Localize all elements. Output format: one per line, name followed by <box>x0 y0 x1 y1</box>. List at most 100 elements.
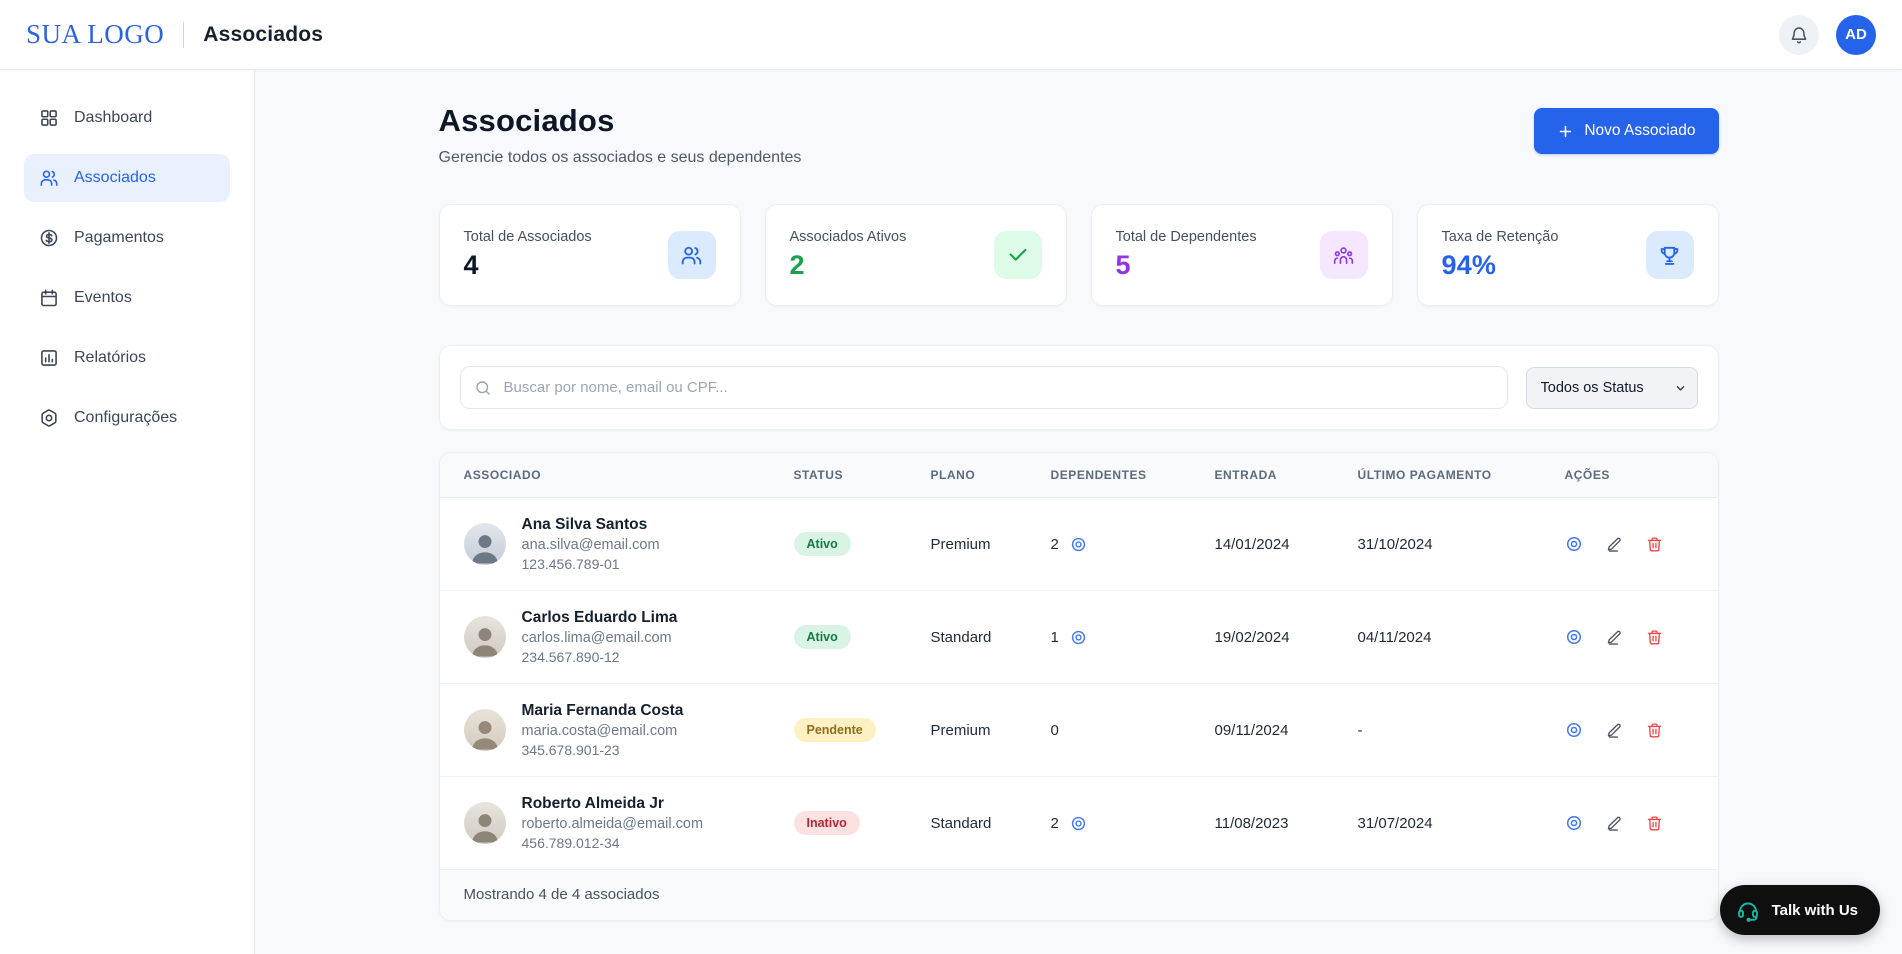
sidebar-item-relatorios[interactable]: Relatórios <box>24 334 230 382</box>
user-avatar[interactable]: AD <box>1836 14 1876 55</box>
sidebar-item-dashboard[interactable]: Dashboard <box>24 94 230 142</box>
view-button[interactable] <box>1565 721 1583 739</box>
column-header-dependentes: DEPENDENTES <box>1050 468 1147 482</box>
header-divider <box>183 21 185 48</box>
stats-cards: Total de Associados 4 Associados Ativos … <box>438 204 1719 306</box>
page-title: Associados <box>438 103 615 138</box>
table-row: Carlos Eduardo Lima carlos.lima@email.co… <box>439 591 1718 684</box>
delete-button[interactable] <box>1646 815 1663 832</box>
member-name: Carlos Eduardo Lima <box>521 609 678 626</box>
stat-label: Associados Ativos <box>789 229 907 245</box>
edit-button[interactable] <box>1606 629 1623 646</box>
sidebar-item-pagamentos[interactable]: Pagamentos <box>24 214 230 262</box>
associados-table: ASSOCIADO STATUS PLANO DEPENDENTES ENTRA… <box>438 452 1719 921</box>
sidebar-item-label: Dashboard <box>74 109 153 126</box>
table-body: Ana Silva Santos ana.silva@email.com 123… <box>439 498 1718 870</box>
talk-with-us-button[interactable]: Talk with Us <box>1719 885 1880 935</box>
sidebar-item-associados[interactable]: Associados <box>24 154 230 202</box>
stat-label: Total de Associados <box>463 229 592 245</box>
status-cell: Ativo <box>793 532 931 556</box>
edit-button[interactable] <box>1606 722 1623 739</box>
view-icon <box>1565 721 1583 739</box>
view-button[interactable] <box>1565 814 1583 832</box>
edit-button[interactable] <box>1606 815 1623 832</box>
sidebar-item-eventos[interactable]: Eventos <box>24 274 230 322</box>
stat-value: 4 <box>463 250 479 280</box>
view-button[interactable] <box>1565 628 1583 646</box>
filter-bar: Todos os Status <box>438 345 1719 430</box>
view-dependents-icon[interactable] <box>1070 815 1087 832</box>
notifications-button[interactable] <box>1779 14 1819 55</box>
table-footer: Mostrando 4 de 4 associados <box>439 870 1718 920</box>
stat-icon-box <box>1319 231 1368 279</box>
entry-date-cell: 11/08/2023 <box>1214 814 1289 832</box>
entry-date-cell: 09/11/2024 <box>1214 721 1289 739</box>
calendar-icon <box>39 288 59 308</box>
talk-with-us-label: Talk with Us <box>1771 901 1858 919</box>
app-header: SUA LOGO Associados AD <box>0 0 1902 70</box>
bar-chart-icon <box>39 348 59 368</box>
trash-icon <box>1646 629 1663 646</box>
trash-icon <box>1646 815 1663 832</box>
person-silhouette-icon <box>467 715 503 751</box>
member-cpf: 456.789.012-34 <box>521 835 620 851</box>
member-avatar-photo <box>463 709 506 751</box>
plan-cell: Standard <box>930 814 992 832</box>
view-icon <box>1565 814 1583 832</box>
view-icon <box>1565 535 1583 553</box>
avatar-initials: AD <box>1845 26 1867 43</box>
edit-button[interactable] <box>1606 536 1623 553</box>
view-button[interactable] <box>1565 535 1583 553</box>
view-dependents-icon[interactable] <box>1070 629 1087 646</box>
last-payment-cell: 31/07/2024 <box>1357 814 1433 832</box>
dollar-circle-icon <box>39 228 59 248</box>
status-badge: Ativo <box>793 532 851 556</box>
dependents-cell: 0 <box>1051 722 1215 739</box>
actions-cell <box>1565 814 1694 832</box>
status-filter-select[interactable]: Todos os Status <box>1525 366 1698 409</box>
search-icon <box>474 379 492 397</box>
status-badge: Pendente <box>793 718 876 742</box>
sidebar-item-label: Eventos <box>74 289 132 306</box>
delete-button[interactable] <box>1646 722 1663 739</box>
actions-cell <box>1565 628 1694 646</box>
trash-icon <box>1646 722 1663 739</box>
status-filter-wrap: Todos os Status <box>1525 366 1698 409</box>
member-email: maria.costa@email.com <box>521 723 678 739</box>
column-header-status: STATUS <box>793 468 844 482</box>
member-cell: Roberto Almeida Jr roberto.almeida@email… <box>463 795 794 851</box>
last-payment-cell: 31/10/2024 <box>1357 535 1433 553</box>
delete-button[interactable] <box>1646 536 1663 553</box>
sidebar: Dashboard Associados Pagamentos Eventos … <box>0 70 255 954</box>
trophy-icon <box>1658 244 1681 267</box>
column-header-acoes: AÇÕES <box>1564 468 1610 482</box>
headset-icon <box>1736 898 1760 922</box>
member-email: carlos.lima@email.com <box>521 630 672 646</box>
sidebar-item-configuracoes[interactable]: Configurações <box>24 394 230 442</box>
plan-cell: Premium <box>930 535 991 553</box>
dependents-count: 2 <box>1050 814 1059 832</box>
person-silhouette-icon <box>467 622 503 658</box>
page-head: Associados Gerencie todos os associados … <box>439 103 1719 167</box>
header-page-title: Associados <box>203 22 324 46</box>
delete-button[interactable] <box>1646 629 1663 646</box>
stat-icon-box <box>667 231 716 279</box>
status-cell: Pendente <box>793 718 931 742</box>
dependents-count: 0 <box>1050 721 1059 739</box>
actions-cell <box>1565 721 1694 739</box>
member-email: ana.silva@email.com <box>521 537 660 553</box>
actions-cell <box>1565 535 1694 553</box>
stat-label: Taxa de Retenção <box>1441 229 1559 245</box>
gear-icon <box>39 408 59 428</box>
search-input[interactable] <box>459 366 1508 409</box>
new-associado-button[interactable]: Novo Associado <box>1534 108 1719 154</box>
sidebar-item-label: Configurações <box>74 409 178 426</box>
table-row: Maria Fernanda Costa maria.costa@email.c… <box>439 684 1718 777</box>
page-subtitle: Gerencie todos os associados e seus depe… <box>438 149 802 166</box>
stat-card-taxa-retencao: Taxa de Retenção 94% <box>1416 204 1719 306</box>
column-header-plano: PLANO <box>930 468 976 482</box>
dependents-count: 1 <box>1050 628 1059 646</box>
dependents-cell: 2 <box>1051 536 1215 553</box>
users-icon <box>39 168 59 188</box>
view-dependents-icon[interactable] <box>1070 536 1087 553</box>
